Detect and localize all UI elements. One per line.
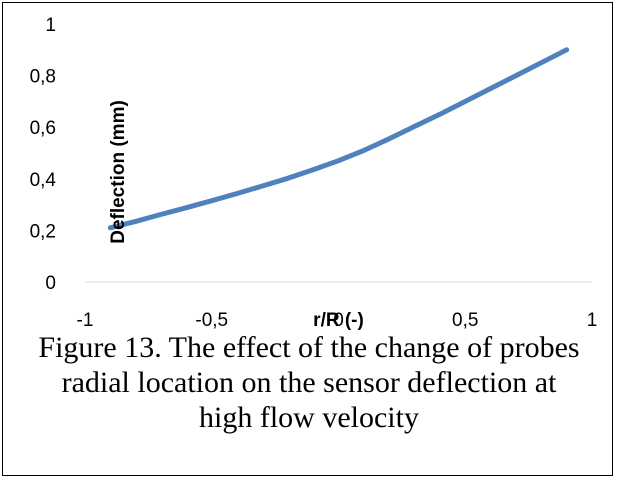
x-tick-label: 1	[587, 310, 598, 330]
y-axis-ticks: 0 0,2 0,4 0,6 0,8 1	[30, 15, 57, 294]
figure-frame	[2, 2, 613, 476]
x-tick-label: -0,5	[195, 310, 228, 330]
line-chart: 0 0,2 0,4 0,6 0,8 1 -1 -0,5 0 0,5 1 r/R (-) Defle…	[30, 15, 598, 330]
y-tick-label: 0,2	[30, 221, 56, 242]
caption-line-2: radial location on the sensor deflection…	[61, 366, 557, 399]
deflection-series-line	[107, 47, 570, 231]
x-tick-label: 0,5	[452, 310, 478, 330]
y-tick-label: 0,4	[30, 170, 57, 191]
y-tick-label: 1	[45, 15, 56, 36]
figure-caption: Figure 13. The effect of the change of p…	[0, 330, 618, 435]
x-axis-title: r/R (-)	[313, 310, 364, 330]
x-axis-ticks: -1 -0,5 0 0,5 1	[77, 310, 598, 330]
y-tick-label: 0	[45, 273, 56, 294]
y-tick-label: 0,8	[30, 67, 56, 88]
x-tick-label: 0	[333, 310, 344, 330]
caption-line-1: Figure 13. The effect of the change of p…	[38, 331, 580, 364]
x-tick-label: -1	[77, 310, 94, 330]
caption-line-3: high flow velocity	[199, 401, 419, 434]
y-axis-title: Deflection (mm)	[108, 100, 129, 244]
y-tick-label: 0,6	[30, 118, 56, 139]
